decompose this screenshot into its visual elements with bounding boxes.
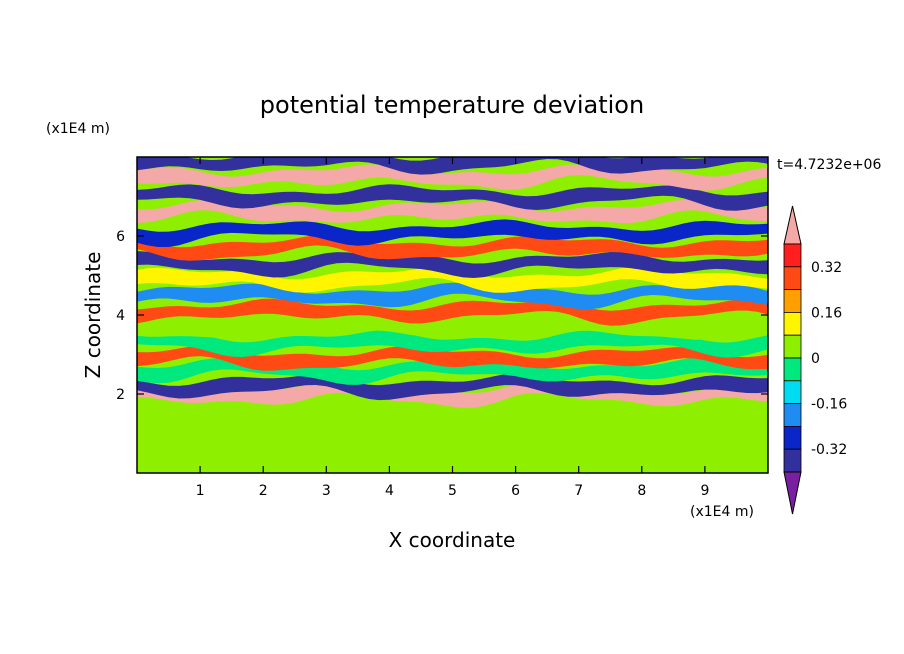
contour-band (137, 402, 768, 436)
x-tick-label: 1 (196, 483, 205, 499)
colorbar-label: -0.32 (811, 442, 847, 458)
colorbar-swatch (783, 425, 802, 450)
colorbar-swatch (783, 403, 802, 427)
colorbar-swatch (783, 266, 802, 290)
contour-band (137, 298, 768, 326)
colorbar: 0.32 0.16 0 -0.16 -0.32 (783, 205, 847, 515)
plot-area (137, 157, 768, 473)
y-axis-unit: (x1E4 m) (46, 121, 110, 137)
x-tick-label: 7 (574, 483, 583, 499)
x-axis-label: X coordinate (389, 528, 516, 552)
contour-band (137, 346, 768, 371)
colorbar-swatch (783, 243, 802, 268)
contour-band (137, 282, 768, 310)
time-label: t=4.7232e+06 (777, 157, 881, 173)
contour-band (137, 251, 768, 278)
y-tick-label: 2 (116, 387, 125, 403)
y-axis-label: Z coordinate (81, 252, 105, 379)
colorbar-swatch (783, 380, 802, 404)
colorbar-arrow-bottom (783, 471, 802, 515)
colorbar-swatch (783, 357, 802, 382)
x-axis-unit: (x1E4 m) (690, 504, 754, 520)
x-tick-label: 9 (700, 483, 709, 499)
x-axis: 1 2 3 4 5 6 7 8 9 (196, 157, 709, 499)
colorbar-label: 0.16 (811, 305, 842, 321)
y-axis: 2 4 6 (116, 229, 768, 403)
x-tick-label: 6 (511, 483, 520, 499)
colorbar-swatch (783, 311, 802, 336)
y-tick-label: 4 (116, 308, 125, 324)
contour-band (137, 314, 768, 340)
contour-band (137, 373, 768, 401)
x-tick-label: 4 (385, 483, 394, 499)
contour-band (137, 438, 768, 469)
contour-band (137, 235, 768, 261)
contour-band (137, 157, 768, 175)
contour-band (137, 330, 768, 358)
colorbar-swatch (783, 334, 802, 359)
contour-band (137, 219, 768, 247)
contour-band (137, 199, 768, 224)
x-tick-label: 5 (448, 483, 457, 499)
colorbar-arrow-top (783, 205, 802, 245)
x-tick-label: 2 (259, 483, 268, 499)
y-tick-label: 6 (116, 229, 125, 245)
x-tick-label: 3 (322, 483, 331, 499)
chart-title: potential temperature deviation (260, 91, 644, 119)
colorbar-swatch (783, 448, 802, 473)
colorbar-label: 0.32 (811, 260, 842, 276)
colorbar-label: -0.16 (811, 397, 847, 413)
contour-band (137, 184, 768, 211)
colorbar-label: 0 (811, 351, 820, 367)
contour-band (137, 267, 768, 293)
colorbar-swatch (783, 289, 802, 313)
x-tick-label: 8 (637, 483, 646, 499)
